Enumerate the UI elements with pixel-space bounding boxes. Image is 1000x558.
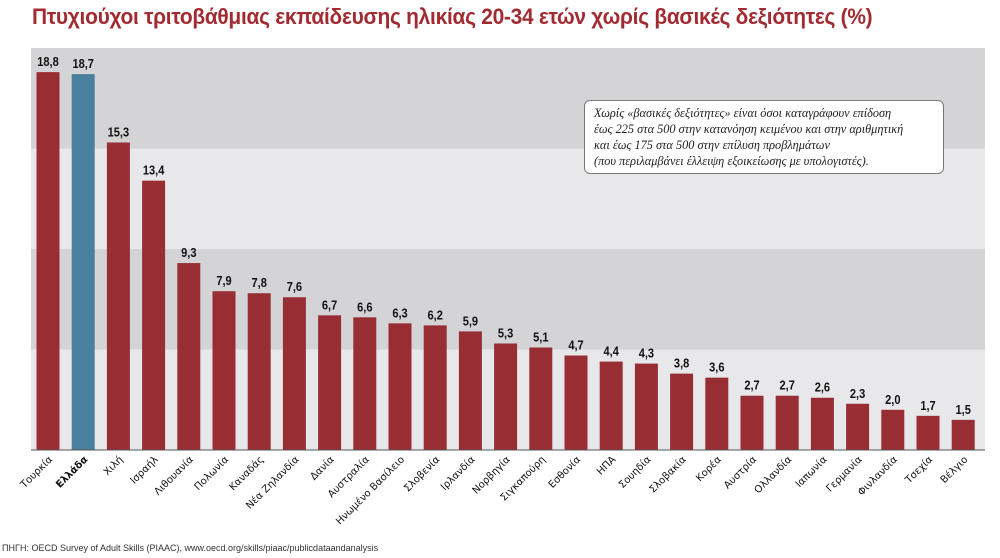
category-label: Εσθονία (546, 453, 583, 490)
category-label: Χιλή (101, 454, 125, 478)
category-label: Σουηδία (616, 453, 654, 491)
value-label: 1,7 (920, 398, 936, 413)
value-label: 15,3 (108, 125, 130, 140)
value-label: 3,8 (674, 356, 690, 371)
value-label: 13,4 (143, 163, 165, 178)
bar (212, 291, 236, 450)
value-label: 6,3 (392, 306, 408, 321)
category-label: Ιαπωνία (793, 453, 830, 490)
value-label: 2,3 (850, 386, 866, 401)
bar (177, 263, 201, 450)
value-label: 2,7 (744, 378, 760, 393)
bar (775, 395, 799, 450)
bar (916, 415, 940, 450)
bar (318, 315, 342, 450)
category-label: Τσεχία (902, 453, 935, 486)
note-line: και έως 175 στα 500 στην επίλυση προβλημ… (594, 138, 830, 152)
value-label: 2,7 (780, 378, 796, 393)
value-label: 5,9 (463, 314, 479, 329)
value-label: 4,3 (639, 346, 655, 361)
chart-title: Πτυχιούχοι τριτοβάθμιας εκπαίδευσης ηλικ… (32, 4, 873, 29)
bar (705, 377, 729, 450)
value-label: 7,9 (216, 273, 232, 288)
bar (142, 180, 166, 450)
value-label: 18,8 (37, 54, 59, 69)
value-label: 5,3 (498, 326, 514, 341)
note-line: Χωρίς «βασικές δεξιότητες» είναι όσοι κα… (594, 106, 892, 120)
category-label: Ισραήλ (128, 454, 161, 487)
bar (353, 317, 377, 450)
bar (670, 373, 694, 450)
category-label: Τουρκία (17, 453, 55, 491)
value-label: 6,2 (428, 308, 444, 323)
category-label: Πολωνία (192, 453, 232, 493)
value-label: 5,1 (533, 330, 549, 345)
value-label: 4,4 (604, 344, 620, 359)
value-label: 2,6 (815, 380, 831, 395)
category-label: Ηνωμένο Βασίλειο (333, 454, 407, 528)
category-label: Δανία (308, 453, 337, 482)
value-label: 6,7 (322, 297, 338, 312)
value-label: 18,7 (72, 56, 94, 71)
source-text: ΠΗΓΗ: OECD Survey of Adult Skills (PIAAC… (2, 543, 379, 553)
note-line: (που περιλαμβάνει έλλειψη εξοικείωσης με… (594, 154, 869, 168)
bar (599, 361, 623, 450)
bar (106, 142, 130, 450)
category-label: Βέλγιο (938, 454, 970, 486)
bar (282, 297, 306, 450)
category-label: Αυστρία (721, 453, 759, 491)
bar (564, 355, 588, 450)
value-label: 1,5 (956, 402, 972, 417)
bar (951, 419, 975, 450)
value-label: 4,7 (568, 338, 584, 353)
value-label: 3,6 (709, 360, 725, 375)
category-label: Κορέα (693, 453, 724, 484)
category-label: Σλοβενία (402, 453, 443, 494)
category-label: Ελλάδα (53, 454, 90, 491)
value-label: 9,3 (181, 245, 197, 260)
value-label: 2,0 (885, 392, 901, 407)
bar (388, 323, 412, 450)
bar (740, 395, 764, 450)
category-label: Ολλανδία (752, 453, 795, 496)
bar (247, 293, 271, 450)
category-label: Σλοβακία (647, 453, 689, 495)
bar (423, 325, 447, 450)
value-label: 6,6 (357, 299, 373, 314)
bar (810, 397, 834, 450)
bar (634, 363, 658, 450)
bar (881, 409, 905, 450)
bar (458, 331, 482, 450)
value-label: 7,6 (287, 279, 303, 294)
bar (529, 347, 553, 450)
bar (494, 343, 518, 450)
category-label: ΗΠΑ (595, 454, 618, 477)
note-line: έως 225 στα 500 στην κατανόηση κειμένου … (594, 122, 904, 136)
bar (71, 74, 95, 450)
bar (36, 72, 60, 451)
bar (846, 403, 870, 450)
definition-note: Χωρίς «βασικές δεξιότητες» είναι όσοι κα… (584, 100, 944, 174)
value-label: 7,8 (252, 275, 268, 290)
